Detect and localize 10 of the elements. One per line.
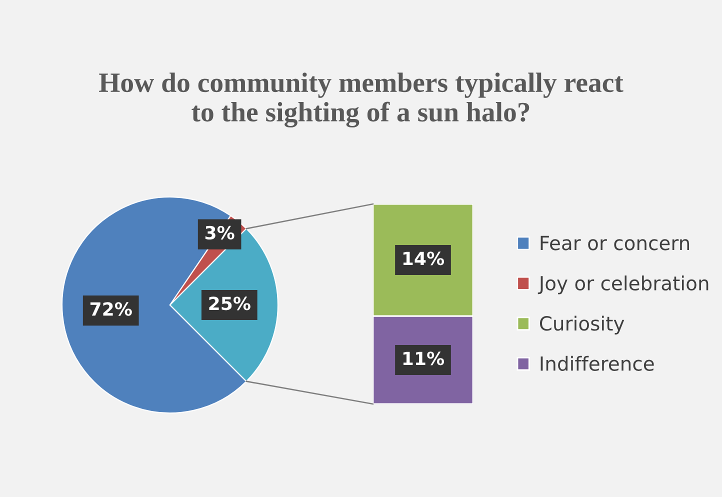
data-label: 14% [403, 252, 444, 266]
data-label: 72% [90, 302, 132, 316]
legend-label: Indifference [540, 356, 654, 371]
legend-label: Curiosity [540, 316, 624, 335]
data-label: 3% [205, 226, 234, 240]
chart-title: How do community members typically react to the sighting of a sun halo? [99, 72, 624, 128]
data-label: 11% [403, 352, 444, 366]
legend-label: Joy or celebration [538, 275, 708, 294]
legend-label: Fear or concern [540, 236, 690, 250]
data-label: 25% [209, 296, 250, 310]
